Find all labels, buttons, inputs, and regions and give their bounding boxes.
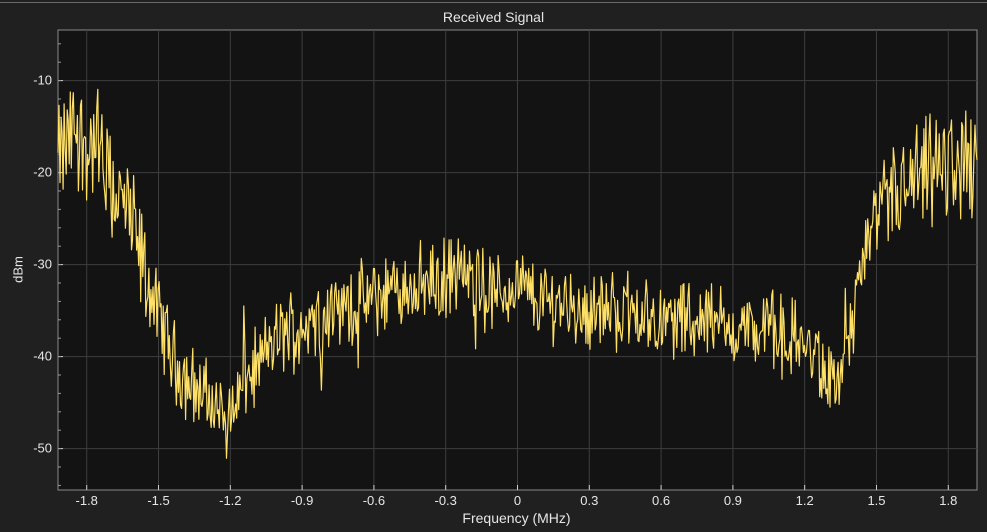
- x-tick-label: -1.5: [147, 493, 169, 508]
- x-tick-label: 0: [514, 493, 521, 508]
- x-tick-label: -0.9: [291, 493, 313, 508]
- y-tick-label: -10: [33, 73, 52, 88]
- x-tick-label: 1.8: [939, 493, 957, 508]
- chart-title: Received Signal: [442, 9, 545, 25]
- x-tick-label: -0.6: [363, 493, 385, 508]
- x-tick-label: -0.3: [435, 493, 457, 508]
- x-tick-label: -1.2: [219, 493, 241, 508]
- y-tick-label: -30: [33, 257, 52, 272]
- x-tick-label: 0.3: [580, 493, 598, 508]
- x-tick-label: 0.9: [724, 493, 742, 508]
- signal-trace: [57, 88, 978, 459]
- y-tick-label: -50: [33, 441, 52, 456]
- x-tick-label: 0.6: [652, 493, 670, 508]
- y-tick-label: -40: [33, 349, 52, 364]
- y-axis-label: dBm: [10, 256, 26, 283]
- x-tick-label: -1.8: [76, 493, 98, 508]
- window-top-border: [0, 2, 987, 3]
- x-tick-label: 1.2: [796, 493, 814, 508]
- y-tick-label: -20: [33, 165, 52, 180]
- x-tick-label: 1.5: [867, 493, 885, 508]
- x-axis-label: Frequency (MHz): [462, 510, 571, 526]
